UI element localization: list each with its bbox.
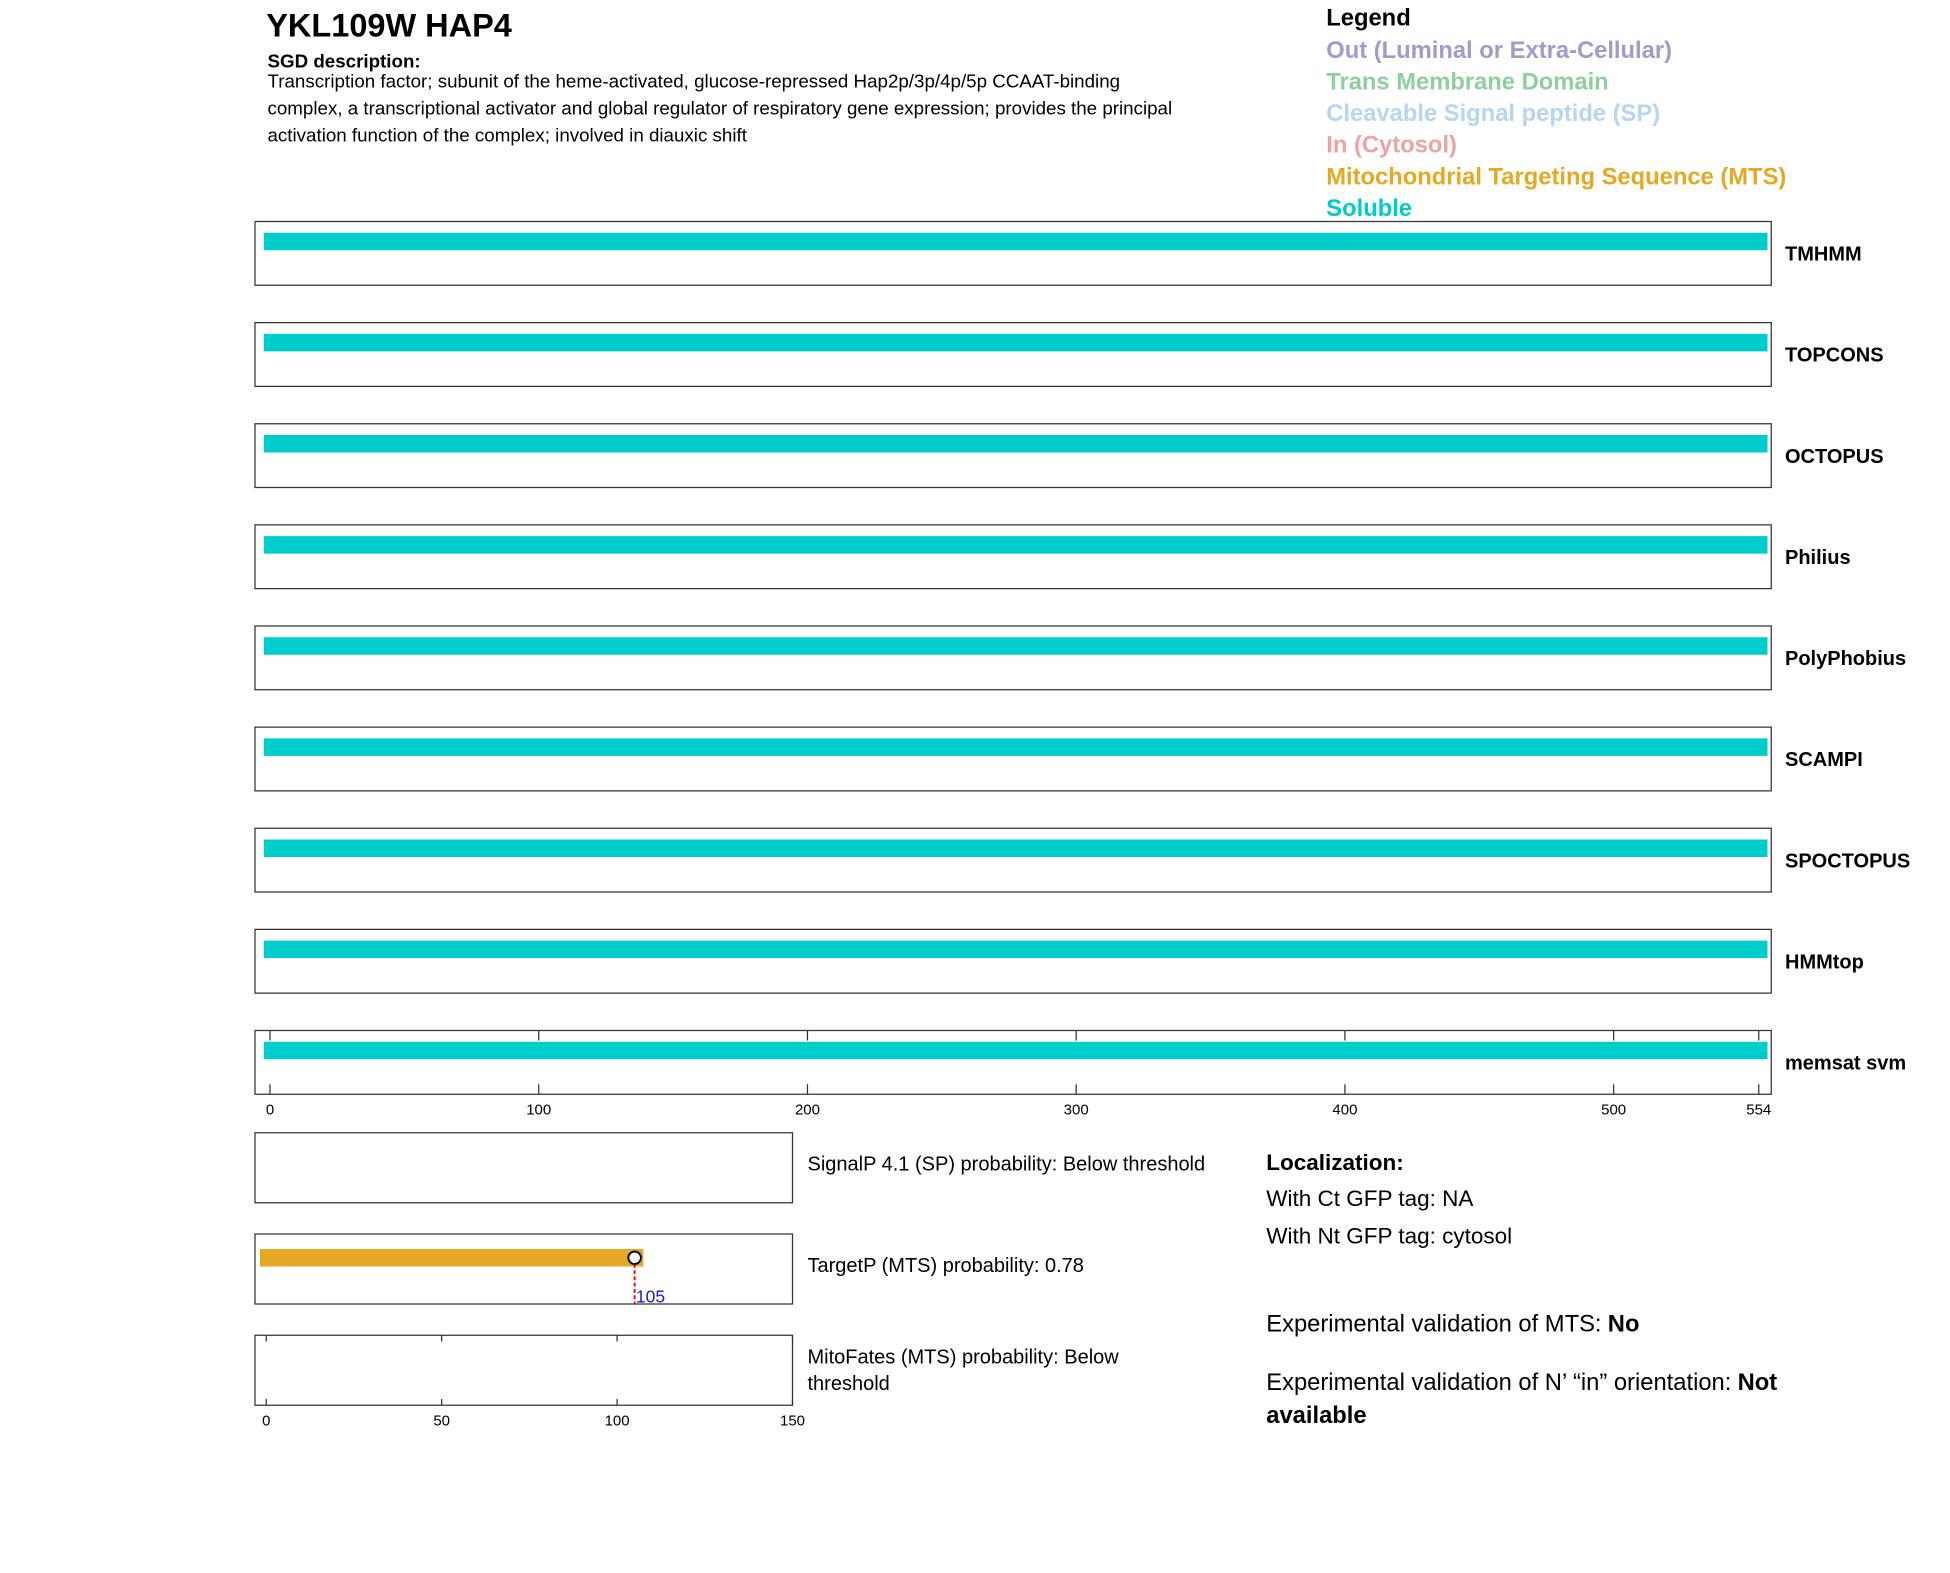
track-label: SCAMPI	[1785, 749, 1863, 771]
segment	[263, 839, 1768, 857]
track-label: Philius	[1785, 547, 1851, 569]
segment	[263, 435, 1768, 453]
mts-validation: Experimental validation of MTS: No	[1266, 1311, 1639, 1338]
orientation-validation: Experimental validation of N’ “in” orien…	[1266, 1369, 1777, 1396]
legend-item: In (Cytosol)	[1326, 132, 1457, 159]
legend-item: Soluble	[1326, 195, 1412, 222]
localization-title: Localization:	[1266, 1150, 1404, 1175]
panel-label: SignalP 4.1 (SP) probability: Below thre…	[808, 1154, 1206, 1176]
track-box	[254, 928, 1772, 994]
segment	[263, 738, 1768, 756]
segment	[263, 1041, 1768, 1060]
orientation-validation-text: Experimental validation of N’ “in” orien…	[1266, 1369, 1731, 1396]
track-box	[254, 726, 1772, 792]
track-label: OCTOPUS	[1785, 446, 1884, 468]
description-line: activation function of the complex; invo…	[268, 124, 748, 145]
orientation-validation-value: Not	[1738, 1369, 1778, 1396]
legend-item: Trans Membrane Domain	[1326, 68, 1608, 95]
x-tick-label: 100	[605, 1412, 630, 1429]
segment	[263, 536, 1768, 554]
x-tick-label: 0	[262, 1412, 270, 1429]
localization-line: With Nt GFP tag: cytosol	[1266, 1224, 1512, 1249]
panel-box	[254, 1132, 794, 1204]
orientation-validation-value: available	[1266, 1402, 1366, 1429]
panel-label: TargetP (MTS) probability: 0.78	[808, 1255, 1084, 1277]
track-box	[254, 625, 1772, 691]
track-box	[254, 321, 1772, 387]
x-tick-label: 50	[433, 1412, 450, 1429]
legend-title: Legend	[1326, 4, 1410, 31]
cleavage-point	[627, 1250, 642, 1265]
mts-validation-value: No	[1608, 1311, 1640, 1338]
track-box	[254, 524, 1772, 590]
track-box	[254, 220, 1772, 286]
track-label: PolyPhobius	[1785, 648, 1906, 670]
segment	[263, 232, 1768, 251]
x-tick-label: 0	[266, 1101, 274, 1118]
panel-box	[254, 1334, 794, 1406]
legend-item: Cleavable Signal peptide (SP)	[1326, 100, 1660, 127]
value-label: 105	[636, 1286, 665, 1306]
panel-label: threshold	[808, 1373, 890, 1395]
bar	[260, 1249, 644, 1267]
track-box	[254, 1029, 1772, 1095]
x-tick-label: 400	[1332, 1101, 1357, 1118]
x-tick-label: 300	[1064, 1101, 1089, 1118]
segment	[263, 333, 1768, 352]
description-label: SGD description:	[268, 51, 421, 72]
localization-line: With Ct GFP tag: NA	[1266, 1186, 1473, 1211]
description-line: complex, a transcriptional activator and…	[268, 98, 1173, 119]
track-label: memsat svm	[1785, 1053, 1906, 1075]
track-label: SPOCTOPUS	[1785, 850, 1910, 872]
description-line: Transcription factor; subunit of the hem…	[268, 71, 1121, 92]
x-tick-label: 500	[1601, 1101, 1626, 1118]
track-label: TOPCONS	[1785, 345, 1884, 367]
x-tick-label: 554	[1746, 1101, 1771, 1118]
legend-item: Mitochondrial Targeting Sequence (MTS)	[1326, 163, 1786, 190]
legend-item: Out (Luminal or Extra-Cellular)	[1326, 37, 1672, 64]
x-tick-label: 150	[780, 1412, 805, 1429]
track-box	[254, 423, 1772, 489]
track-box	[254, 827, 1772, 893]
mts-validation-text: Experimental validation of MTS:	[1266, 1311, 1601, 1338]
segment	[263, 940, 1768, 959]
track-label: TMHMM	[1785, 244, 1862, 266]
gene-title: YKL109W HAP4	[266, 7, 512, 43]
panel-box	[254, 1233, 794, 1305]
x-tick-label: 200	[795, 1101, 820, 1118]
track-label: HMMtop	[1785, 951, 1864, 973]
segment	[263, 637, 1768, 655]
panel-label: MitoFates (MTS) probability: Below	[808, 1346, 1120, 1368]
x-tick-label: 100	[526, 1101, 551, 1118]
